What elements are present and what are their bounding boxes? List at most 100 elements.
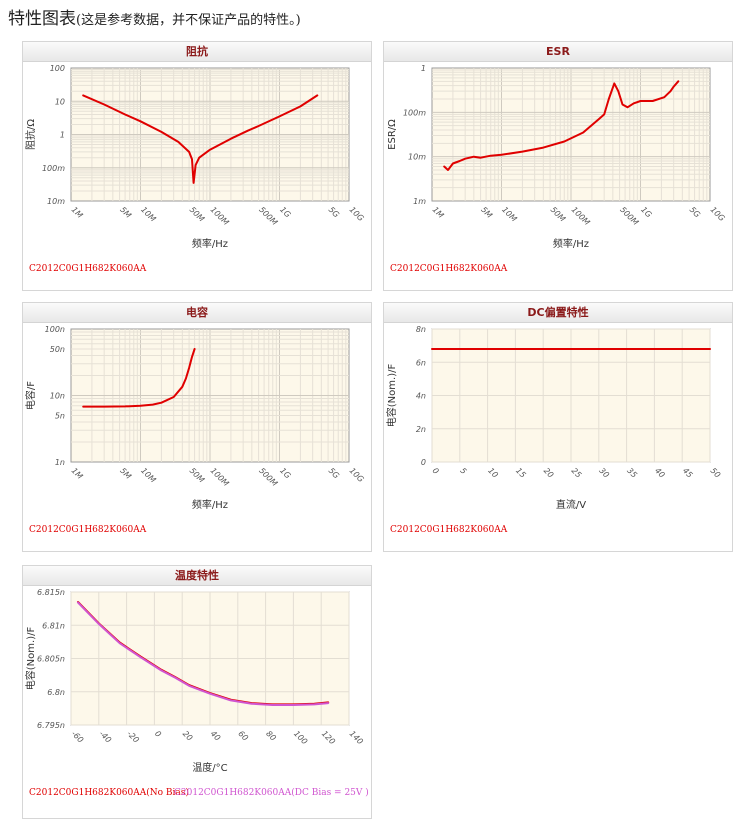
x-tick-label: 10G	[709, 205, 727, 223]
x-tick-label: 50M	[188, 466, 207, 485]
y-tick-label: 6.815n	[37, 588, 65, 597]
x-tick-label: 1M	[70, 205, 85, 220]
y-tick-label: 10m	[47, 197, 65, 206]
temperature-chart: 6.815n 6.81n 6.805n 6.8n 6.795n -60 -40 -20 0 20 4…	[24, 588, 365, 774]
page-title: 特性图表(这是参考数据，并不保证产品的特性。)	[8, 4, 301, 29]
x-tick-label: 100	[292, 729, 309, 746]
x-tick-label: 5G	[688, 205, 702, 219]
chart-header-capacitance: 电容	[23, 303, 371, 323]
x-tick-label: 5G	[327, 466, 341, 480]
x-tick-label: 10M	[500, 205, 519, 224]
y-tick-label: 4n	[416, 392, 426, 401]
x-tick-label: 500M	[257, 205, 279, 227]
y-tick-label: 6.8n	[47, 688, 65, 697]
y-tick-label: 100m	[403, 108, 426, 117]
dc-bias-chart: 8n 6n 4n 2n 00 5 10 15 20 25 30 35 40 45 50 直流/V 电容(Nom.…	[385, 325, 723, 511]
x-tick-label: 5M	[479, 205, 494, 220]
x-tick-label: 20	[181, 729, 195, 743]
x-tick-label: 0	[431, 466, 441, 476]
part-label-dc-bias: C2012C0G1H682K060AA	[390, 525, 508, 535]
x-axis-title: 频率/Hz	[192, 498, 228, 511]
y-axis-title: 电容/F	[24, 381, 37, 410]
y-tick-label: 6.81n	[42, 621, 65, 630]
part-label-temperature-dc-bias: C2012C0G1H682K060AA(DC Bias = 25V )	[174, 788, 369, 798]
x-tick-label: 30	[597, 466, 611, 480]
x-tick-label: 35	[625, 466, 639, 480]
chart-panel-temperature: 温度特性 6.815n 6.81n 6.805n 6.8n 6.795n -60 -40 -2…	[22, 565, 372, 819]
series-line-temperature-1	[77, 601, 330, 706]
y-tick-label: 1	[60, 131, 65, 140]
page-title-note: (这是参考数据，并不保证产品的特性。)	[76, 13, 301, 28]
y-tick-label: 0	[421, 458, 426, 467]
y-tick-label: 10n	[50, 392, 65, 401]
y-tick-label: 6.795n	[37, 721, 65, 730]
chart-header-esr: ESR	[384, 42, 732, 62]
x-tick-label: 120	[320, 729, 337, 746]
x-tick-label: 15	[514, 466, 528, 480]
y-axis-title: 阻抗/Ω	[24, 119, 37, 150]
y-axis-title: 电容(Nom.)/F	[385, 364, 398, 428]
y-axis-title: 电容(Nom.)/F	[24, 627, 37, 691]
x-tick-label: 1M	[431, 205, 446, 220]
x-tick-label: 40	[209, 729, 223, 743]
x-tick-label: 50M	[549, 205, 568, 224]
chart-panel-capacitance: 电容 100n 50n 10n 5n 1n 1M 5M 10M 50M 100M 500M 1G 5G 1…	[22, 302, 372, 552]
part-label-capacitance: C2012C0G1H682K060AA	[29, 525, 147, 535]
y-tick-label: 100n	[45, 325, 65, 334]
part-label-impedance: C2012C0G1H682K060AA	[29, 264, 147, 274]
x-tick-label: 1G	[278, 205, 292, 219]
x-tick-label: 20	[542, 466, 556, 480]
y-tick-label: 8n	[416, 325, 426, 334]
x-tick-label: 5M	[118, 466, 133, 481]
x-tick-label: 25	[570, 466, 584, 480]
x-tick-label: 5G	[327, 205, 341, 219]
chart-header-temperature: 温度特性	[23, 566, 371, 586]
x-tick-label: 50	[709, 466, 723, 480]
x-tick-label: 1M	[70, 466, 85, 481]
page-title-text: 特性图表	[8, 9, 76, 29]
chart-panel-esr: ESR 1 100m 10m 1m 1M 5M 10M 50M 100M 500M 1G 5G 10G 频…	[383, 41, 733, 291]
y-tick-label: 1m	[413, 197, 426, 206]
x-axis-title: 直流/V	[556, 498, 586, 511]
x-tick-label: 100M	[209, 205, 231, 227]
x-tick-label: 5M	[118, 205, 133, 220]
y-tick-label: 1	[421, 64, 426, 73]
y-tick-label: 6n	[416, 358, 426, 367]
x-tick-label: 1G	[639, 205, 653, 219]
x-tick-label: 10G	[348, 466, 366, 484]
y-tick-label: 5n	[55, 412, 65, 421]
y-tick-label: 100m	[42, 164, 65, 173]
y-tick-label: 10m	[408, 153, 426, 162]
x-tick-label: -60	[70, 729, 86, 745]
y-axis-title: ESR/Ω	[387, 119, 398, 150]
chart-header-dc-bias: DC偏置特性	[384, 303, 732, 323]
y-tick-label: 6.805n	[37, 655, 65, 664]
x-axis-title: 温度/°C	[192, 761, 227, 774]
x-tick-label: 40	[653, 466, 667, 480]
x-tick-label: 500M	[257, 466, 279, 488]
series-line-capacitance-0	[82, 348, 196, 408]
y-tick-label: 10	[55, 97, 65, 106]
x-tick-label: 80	[264, 729, 278, 743]
x-tick-label: 500M	[618, 205, 640, 227]
x-tick-label: 45	[681, 466, 695, 480]
y-tick-label: 50n	[50, 345, 65, 354]
series-line-esr-0	[443, 80, 680, 171]
x-tick-label: 100M	[570, 205, 592, 227]
x-tick-label: 0	[153, 729, 163, 739]
series-line-impedance-0	[82, 94, 319, 184]
x-tick-label: 1G	[278, 466, 292, 480]
y-tick-label: 1n	[55, 458, 65, 467]
chart-header-impedance: 阻抗	[23, 42, 371, 62]
part-label-esr: C2012C0G1H682K060AA	[390, 264, 508, 274]
y-tick-label: 2n	[416, 425, 426, 434]
x-tick-label: 5	[458, 466, 468, 476]
x-tick-label: -40	[97, 729, 113, 745]
x-axis-title: 频率/Hz	[553, 237, 589, 250]
x-tick-label: 50M	[188, 205, 207, 224]
x-tick-label: 10	[486, 466, 500, 480]
x-tick-label: 140	[348, 729, 365, 746]
chart-panel-dc-bias: DC偏置特性 8n 6n 4n 2n 0 0 5 10 15 20 25 30 35 40 45 50 直流/V…	[383, 302, 733, 552]
